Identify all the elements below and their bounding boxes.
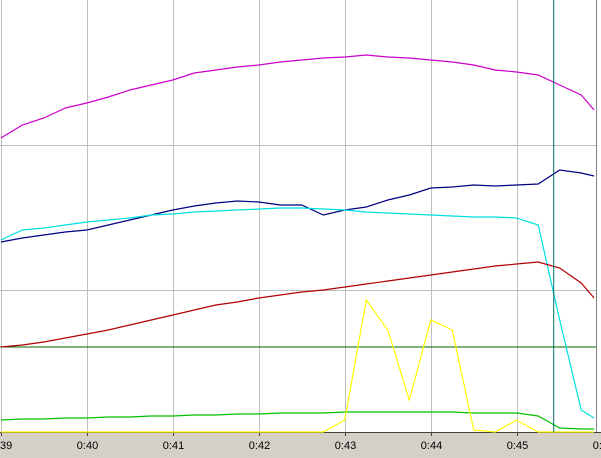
series-line <box>0 411 595 430</box>
series-line <box>0 54 595 139</box>
plot-area <box>0 0 601 432</box>
series-line <box>0 261 595 348</box>
x-tick-label: 0:46 <box>593 440 601 452</box>
series-line <box>0 169 595 243</box>
x-tick-label: 0:39 <box>0 440 12 452</box>
x-tick-label: 0:45 <box>507 440 528 452</box>
x-tick-label: 0:42 <box>249 440 270 452</box>
x-tick-label: 0:41 <box>163 440 184 452</box>
x-axis-band <box>0 432 601 458</box>
series-line <box>0 207 595 419</box>
series-line <box>0 298 595 433</box>
x-tick-label: 0:40 <box>77 440 98 452</box>
x-tick-label: 0:44 <box>421 440 442 452</box>
x-tick-label: 0:43 <box>335 440 356 452</box>
